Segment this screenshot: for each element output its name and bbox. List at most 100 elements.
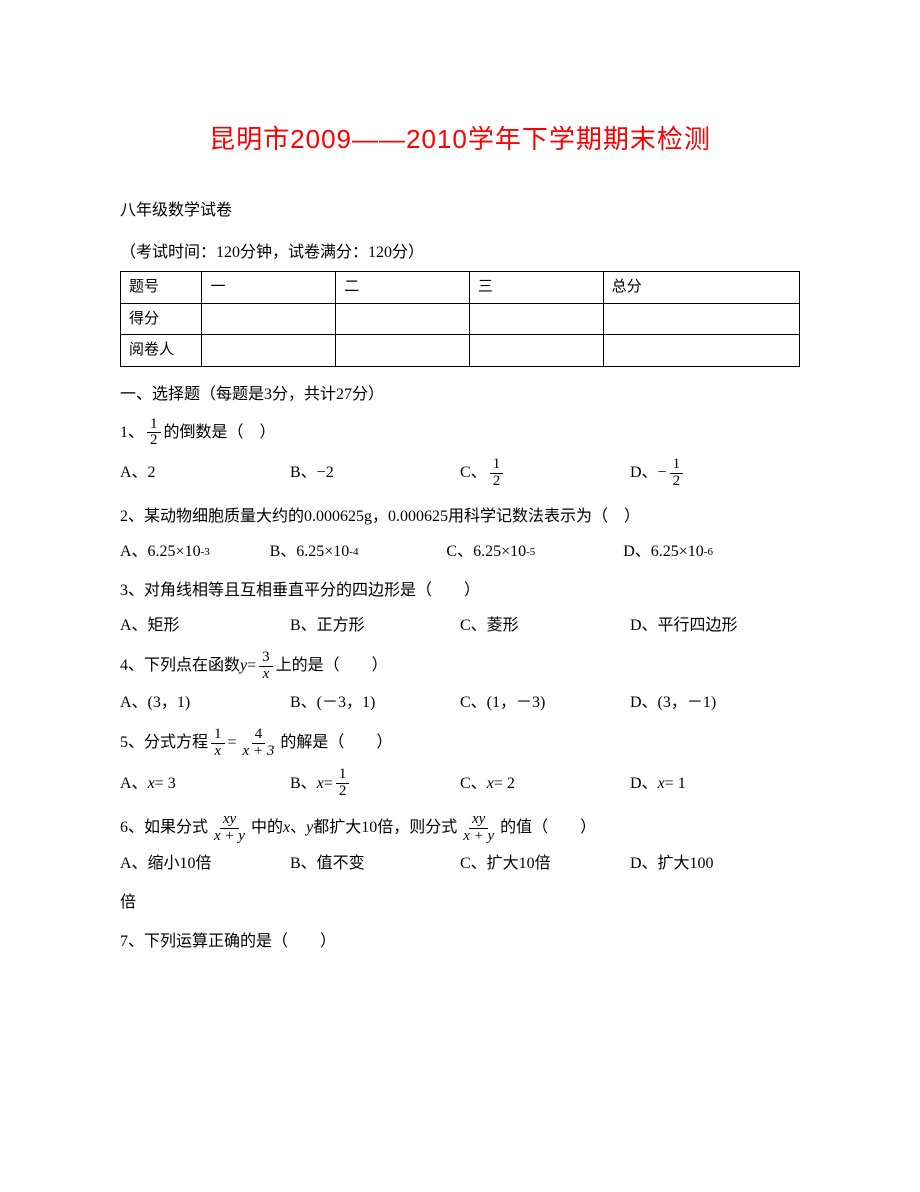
q1-prefix: 1、 [120,418,144,448]
opt-a: A、6.25×10-3 [120,540,270,564]
opt-d-pre: D、− [630,461,667,485]
opt-a: A、2 [120,457,290,490]
fraction: 1 2 [147,417,161,450]
table-row: 得分 [121,303,800,335]
opt-c: C、菱形 [460,614,630,638]
numerator: 3 [259,650,273,667]
numerator: xy [469,812,488,829]
val: = 2 [494,772,515,796]
opt-d: D、扩大100 [630,852,800,876]
denominator: 2 [147,433,161,449]
opt-b: B、(－3，1) [290,691,460,715]
q4-options: A、(3，1) B、(－3，1) C、(1，－3) D、(3，－1) [120,691,800,715]
eq: = [324,772,333,796]
question-2: 2、某动物细胞质量大约的0.000625g，0.000625用科学记数法表示为（… [120,502,800,532]
numerator: 1 [336,767,350,784]
cell [469,335,603,367]
opt-c: C、 1 2 [460,457,630,490]
eq: = [228,728,237,758]
cell: 三 [469,272,603,304]
val: = 3 [155,772,176,796]
denominator: x [211,744,224,760]
denominator: x + y [211,829,248,845]
numerator: 4 [252,727,266,744]
var: x [317,772,324,796]
cell [603,303,799,335]
opt-d: D、(3，－1) [630,691,800,715]
question-6: 6、如果分式 xy x + y 中的 x 、 y 都扩大10倍，则分式 xy x… [120,812,800,845]
opt-b: B、−2 [290,457,460,490]
fraction: 1 x [211,727,225,760]
q2-options: A、6.25×10-3 B、6.25×10-4 C、6.25×10-5 D、6.… [120,540,800,564]
opt-a: A、x = 3 [120,767,290,800]
q6-cont: 倍 [120,888,800,918]
fraction: xy x + y [460,812,497,845]
table-row: 阅卷人 [121,335,800,367]
denominator: x [260,667,273,683]
table-row: 题号 一 二 三 总分 [121,272,800,304]
score-table: 题号 一 二 三 总分 得分 阅卷人 [120,271,800,367]
val: = 1 [665,772,686,796]
fraction: xy x + y [211,812,248,845]
cell [202,303,336,335]
fraction: 1 2 [670,457,684,490]
opt-b: B、正方形 [290,614,460,638]
subtitle: 八年级数学试卷 [120,199,800,223]
opt-b: B、值不变 [290,852,460,876]
q5-options: A、x = 3 B、x = 1 2 C、x = 2 D、x = 1 [120,767,800,800]
var: x [658,772,665,796]
q1-options: A、2 B、−2 C、 1 2 D、− 1 2 [120,457,800,490]
opt-d: D、平行四边形 [630,614,800,638]
opt-a: A、(3，1) [120,691,290,715]
opt-a: A、缩小10倍 [120,852,290,876]
numerator: 1 [670,457,684,474]
q5-prefix: 5、分式方程 [120,728,208,758]
opt-c: C、扩大10倍 [460,852,630,876]
opt-c: C、(1，－3) [460,691,630,715]
cell [336,335,470,367]
opt-a-pre: A、6.25×10 [120,540,201,564]
opt-d: D、6.25×10-6 [623,540,800,564]
main-title: 昆明市2009——2010学年下学期期末检测 [120,120,800,159]
q1-suffix: 的倒数是（ ） [164,418,276,448]
cell: 总分 [603,272,799,304]
opt-d-pre: D、6.25×10 [623,540,704,564]
cell: 二 [336,272,470,304]
opt-d: D、− 1 2 [630,457,800,490]
question-3: 3、对角线相等且互相垂直平分的四边形是（ ） [120,576,800,606]
denominator: x + 3 [240,744,278,760]
var: x [148,772,155,796]
opt-c: C、6.25×10-5 [446,540,623,564]
cell: 阅卷人 [121,335,202,367]
pre: B、 [290,772,317,796]
cell [603,335,799,367]
cell: 题号 [121,272,202,304]
cell [202,335,336,367]
fraction: 1 2 [336,767,350,800]
pre: A、 [120,772,148,796]
opt-b: B、6.25×10-4 [270,540,447,564]
question-4: 4、下列点在函数 y = 3 x 上的是（ ） [120,650,800,683]
section-a-title: 一、选择题（每题是3分，共计27分） [120,383,800,407]
numerator: 1 [147,417,161,434]
opt-a: A、矩形 [120,614,290,638]
cell [336,303,470,335]
q4-suffix: 上的是（ ） [276,651,388,681]
dot: 、 [290,813,306,843]
q6-mid2: 都扩大10倍，则分式 [313,813,457,843]
pre: C、 [460,772,487,796]
var-y: y [240,651,247,681]
opt-b-pre: B、6.25×10 [270,540,350,564]
cell [469,303,603,335]
denominator: 2 [490,474,504,490]
q6-suffix: 的值（ ） [500,813,596,843]
cell: 得分 [121,303,202,335]
var: x [487,772,494,796]
q6-mid1: 中的 [251,813,283,843]
q3-options: A、矩形 B、正方形 C、菱形 D、平行四边形 [120,614,800,638]
q6-prefix: 6、如果分式 [120,813,208,843]
opt-b: B、x = 1 2 [290,767,460,800]
cell: 一 [202,272,336,304]
opt-c-pre: C、 [460,461,487,485]
opt-c: C、x = 2 [460,767,630,800]
